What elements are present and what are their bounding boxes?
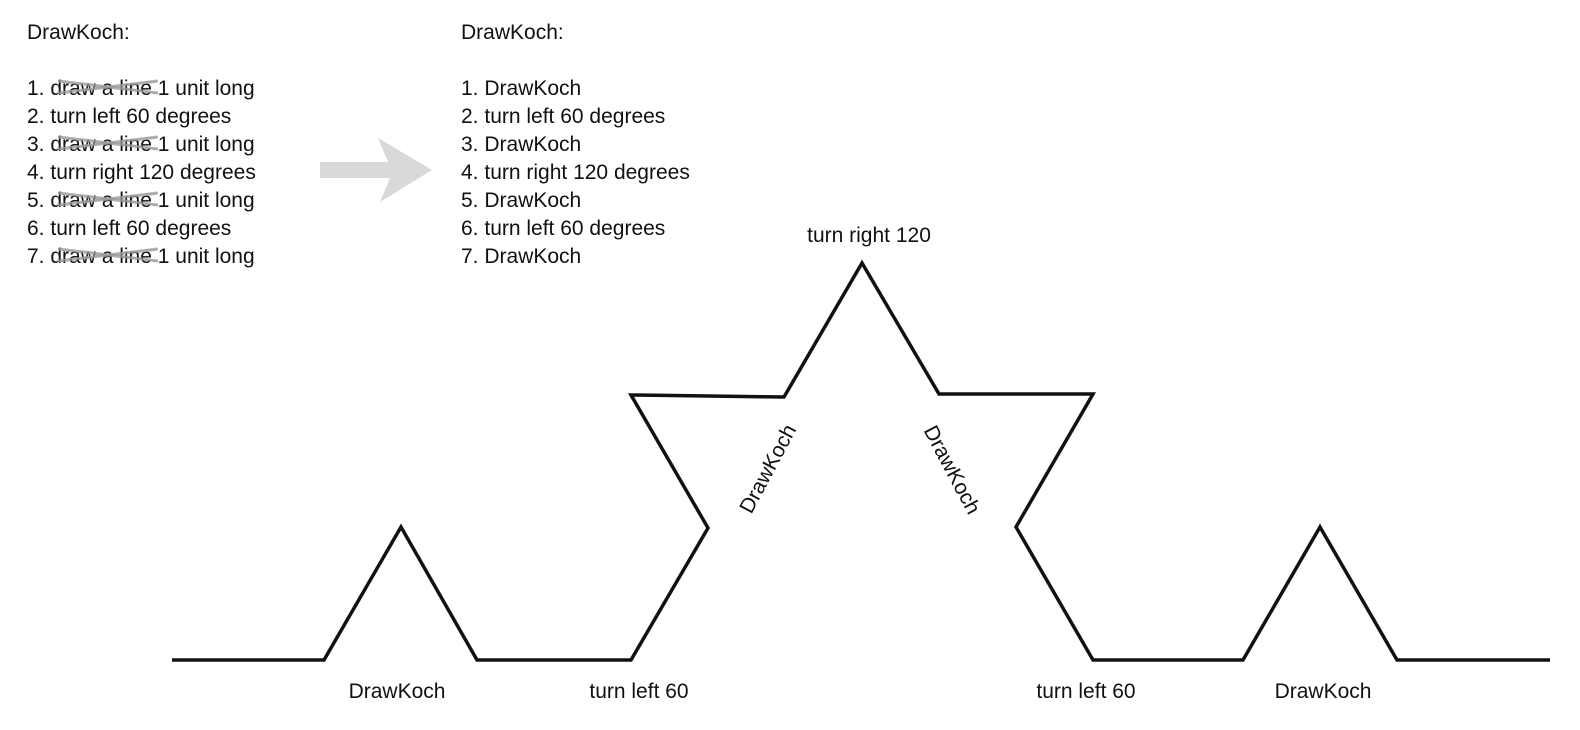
step-number: 7. (27, 245, 45, 268)
right-step: 1. DrawKoch (461, 75, 690, 103)
label-turn-left-60-a: turn left 60 (589, 680, 688, 703)
right-step: 2. turn left 60 degrees (461, 103, 690, 131)
right-step: 7. DrawKoch (461, 243, 690, 271)
step-number: 1. (27, 77, 45, 100)
step-number: 3. (27, 133, 45, 156)
step-number: 7. (461, 245, 479, 268)
step-text: turn right 120 degrees (50, 161, 256, 184)
step-text: turn left 60 degrees (50, 105, 232, 128)
left-step: 4. turn right 120 degrees (27, 159, 256, 187)
step-number: 3. (461, 133, 479, 156)
step-number: 4. (27, 161, 45, 184)
left-step: 6. turn left 60 degrees (27, 215, 256, 243)
step-number: 4. (461, 161, 479, 184)
arrow-shape (320, 138, 432, 202)
label-drawkoch-left: DrawKoch (349, 680, 446, 703)
step-text: turn right 120 degrees (484, 161, 690, 184)
label-drawkoch-up: DrawKoch (735, 421, 801, 517)
step-number: 2. (461, 105, 479, 128)
step-text: DrawKoch (484, 133, 582, 156)
right-step: 3. DrawKoch (461, 131, 690, 159)
right-arrow-icon (320, 138, 432, 202)
step-text: DrawKoch (484, 77, 582, 100)
right-step: 6. turn left 60 degrees (461, 215, 690, 243)
right-step: 5. DrawKoch (461, 187, 690, 215)
label-turn-left-60-b: turn left 60 (1036, 680, 1135, 703)
step-number: 5. (461, 189, 479, 212)
step-number: 5. (27, 189, 45, 212)
right-step: 4. turn right 120 degrees (461, 159, 690, 187)
right-heading: DrawKoch: (461, 21, 564, 44)
step-text: DrawKoch (484, 189, 582, 212)
label-turn-right-120: turn right 120 (807, 224, 931, 247)
step-number: 6. (27, 217, 45, 240)
step-text: turn left 60 degrees (484, 105, 666, 128)
koch-curve-line (172, 259, 1550, 662)
step-number: 2. (27, 105, 45, 128)
left-heading: DrawKoch: (27, 21, 130, 44)
step-text: DrawKoch (484, 245, 582, 268)
label-drawkoch-down: DrawKoch (919, 422, 985, 518)
step-text: turn left 60 degrees (50, 217, 232, 240)
right-step-list: 1. DrawKoch 2. turn left 60 degrees 3. D… (461, 75, 690, 271)
step-number: 6. (461, 217, 479, 240)
step-text: turn left 60 degrees (484, 217, 666, 240)
label-drawkoch-right: DrawKoch (1275, 680, 1372, 703)
step-number: 1. (461, 77, 479, 100)
left-step: 2. turn left 60 degrees (27, 103, 256, 131)
